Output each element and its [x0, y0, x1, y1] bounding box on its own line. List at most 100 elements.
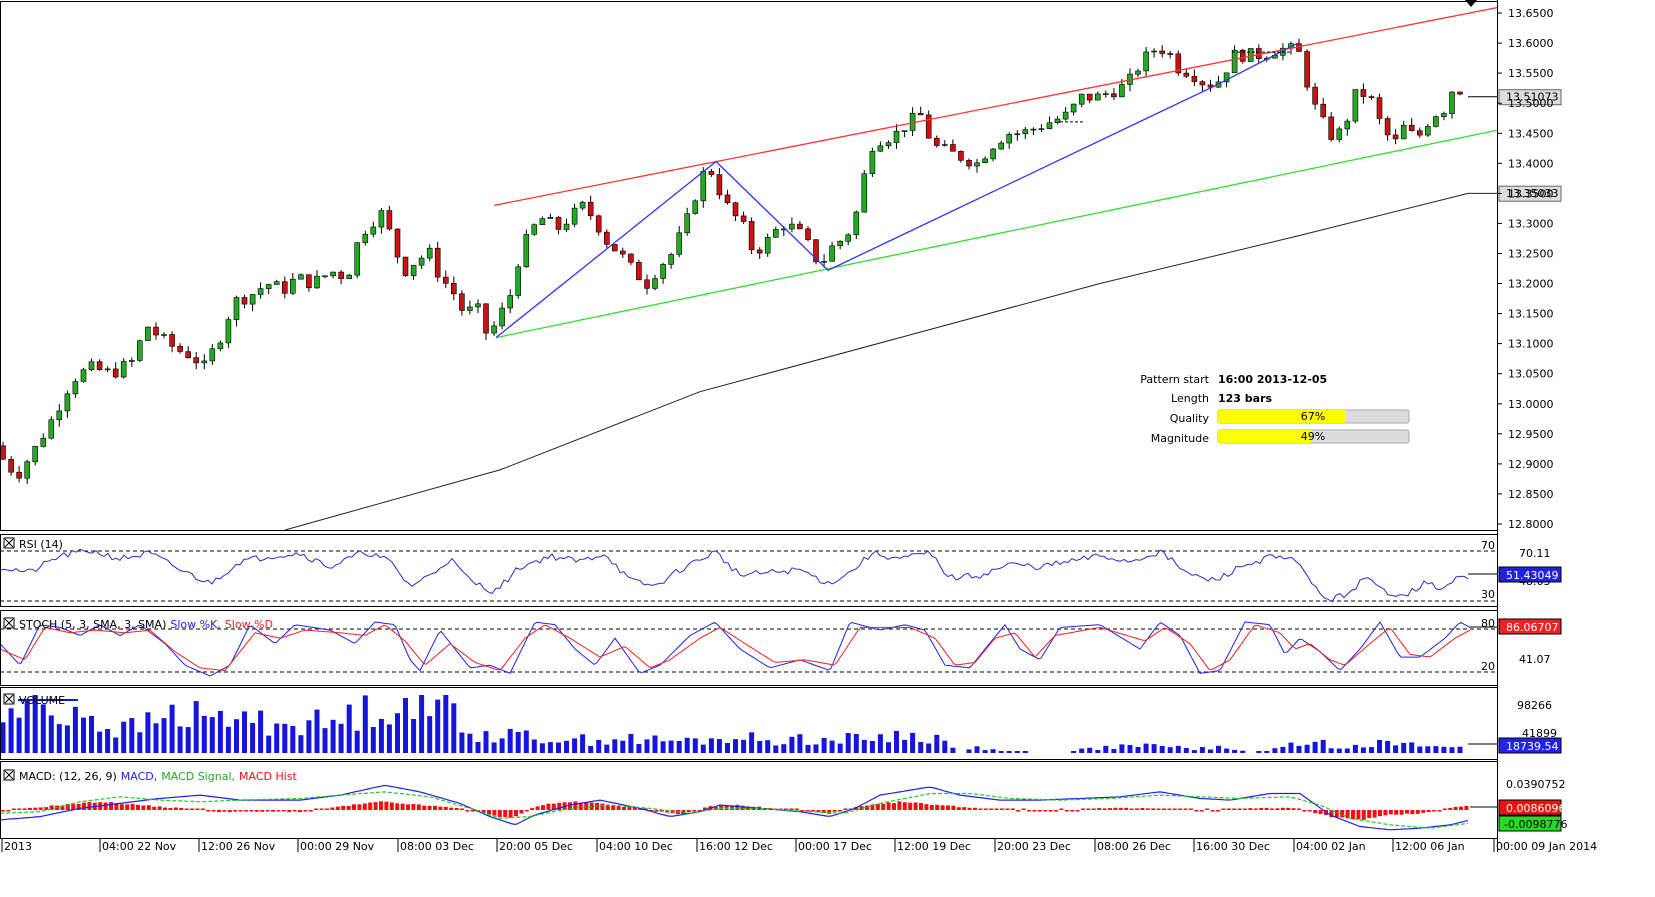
macd-hist-bar	[1297, 808, 1301, 810]
candle-body	[225, 319, 232, 344]
macd-hist-bar	[508, 810, 513, 818]
macd-hist-bar	[1210, 810, 1215, 812]
macd-hist-bar	[87, 802, 92, 810]
candle-body	[394, 228, 401, 258]
candle-body	[692, 200, 699, 214]
macd-hist-bar	[1421, 810, 1426, 813]
macd-hist-bar	[1054, 810, 1058, 812]
price-tick-label: 12.8500	[1508, 488, 1554, 501]
candle-body	[748, 221, 755, 251]
rsi-close-cross-icon	[4, 538, 14, 548]
macd-hist-bar	[1270, 808, 1274, 810]
macd-hist-bar	[643, 808, 648, 810]
macd-hist-bar	[632, 807, 637, 810]
volume-bar	[427, 716, 433, 753]
macd-hist-bar	[956, 807, 961, 810]
volume-bar	[258, 710, 264, 753]
macd-hist-bar	[141, 805, 146, 810]
volume-bar	[982, 750, 988, 753]
macd-hist-bar	[1075, 810, 1080, 812]
volume-bar	[1183, 748, 1189, 753]
volume-bar	[805, 744, 811, 753]
candle-body	[974, 162, 980, 167]
macd-hist-bar	[519, 810, 524, 814]
macd-hist-bar	[821, 810, 826, 813]
price-tick-label: 13.5500	[1508, 67, 1554, 80]
candle-body	[716, 174, 723, 196]
macd-pos-value: 0.0086096	[1506, 802, 1566, 815]
candle-body	[563, 223, 570, 230]
macd-hist-bar	[940, 805, 945, 810]
volume-bar	[314, 709, 320, 753]
macd-hist-bar	[886, 802, 891, 810]
candle-body	[1175, 53, 1182, 74]
volume-bar	[242, 711, 247, 753]
scroll-marker-icon[interactable]	[1465, 0, 1477, 7]
stoch-d-line	[0, 624, 1471, 672]
candle-body	[370, 226, 377, 235]
volume-bar	[861, 739, 867, 753]
volume-bar	[499, 738, 505, 753]
candle-body	[161, 334, 167, 336]
volume-bar	[966, 749, 972, 753]
candle-body	[950, 144, 956, 152]
price-tick-label: 13.3500	[1508, 187, 1554, 200]
volume-bar	[990, 749, 996, 753]
volume-bar	[435, 699, 441, 753]
volume-bar	[153, 723, 159, 753]
zigzag-line	[495, 42, 1299, 339]
candle-body	[1312, 86, 1318, 105]
macd-hist-bar	[17, 808, 22, 810]
candle-body	[636, 261, 642, 281]
candle-body	[80, 369, 87, 382]
macd-hist-bar	[854, 807, 859, 810]
volume-bar	[1087, 747, 1093, 753]
candle-body	[459, 293, 465, 311]
macd-signal-line	[0, 791, 1469, 829]
volume-bar	[378, 718, 384, 753]
volume-bar	[757, 741, 763, 753]
macd-hist-bar	[222, 810, 227, 812]
candle-body	[16, 471, 22, 479]
macd-hist-bar	[38, 807, 43, 810]
macd-hist-bar	[1135, 808, 1139, 810]
candle-body	[1038, 128, 1045, 130]
candle-body	[507, 295, 514, 309]
volume-bar	[16, 717, 22, 753]
volume-bar	[644, 739, 650, 753]
candle-body	[289, 278, 296, 294]
current-price-box	[1498, 89, 1562, 106]
candle-body	[619, 250, 626, 255]
macd-hist-bar	[1356, 810, 1361, 820]
macd-hist-bar	[352, 804, 356, 810]
macd-hist-bar	[465, 810, 470, 812]
macd-hist-bar	[665, 810, 670, 813]
time-tick-label: 00:00 17 Dec	[798, 840, 872, 853]
candle-body	[1103, 93, 1109, 95]
macd-hist-bar	[265, 810, 270, 812]
candle-body	[1078, 93, 1085, 105]
macd-hist-bar	[1275, 808, 1280, 810]
candle-body	[8, 458, 14, 473]
macd-hist-bar	[227, 810, 232, 813]
macd-hist-bar	[1372, 810, 1377, 818]
macd-hist-bar	[1453, 806, 1458, 810]
macd-hist-bar	[287, 810, 292, 813]
volume-bar	[169, 704, 175, 753]
volume-axis-label-low: 41899	[1522, 727, 1557, 740]
candle-body	[322, 275, 328, 278]
candle-body	[821, 260, 827, 263]
macd-hist-bar	[811, 810, 815, 812]
volume-bar	[1385, 740, 1391, 753]
candle-body	[724, 194, 731, 203]
price-tick-label: 13.0500	[1508, 368, 1554, 381]
macd-hist-bar	[1010, 808, 1015, 810]
volume-bar	[483, 731, 489, 753]
volume-title: VOLUME	[19, 694, 65, 707]
macd-hist-bar	[1221, 808, 1226, 810]
candle-body	[966, 160, 972, 167]
macd-hist-bar	[119, 804, 124, 810]
candle-body	[1006, 134, 1013, 144]
volume-bar	[523, 730, 529, 753]
macd-hist-bar	[136, 804, 140, 810]
